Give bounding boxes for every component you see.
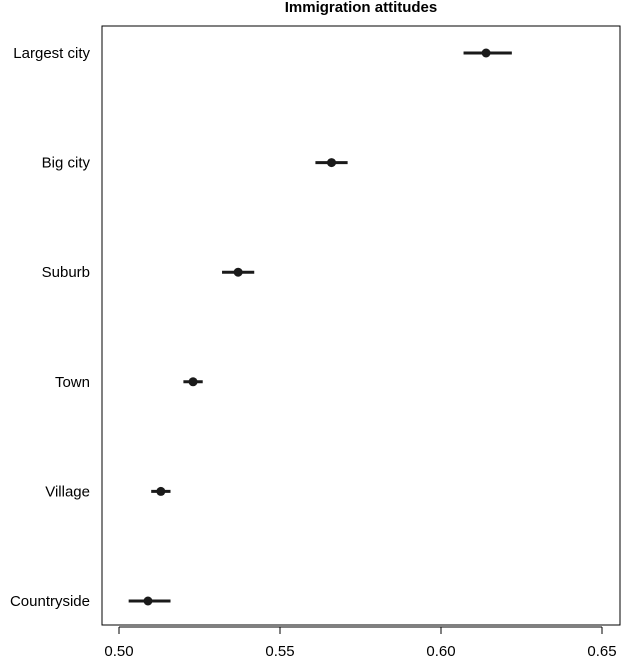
x-tick-label: 0.65 bbox=[587, 643, 616, 660]
point-estimate bbox=[156, 486, 166, 496]
category-labels: Largest city Big city Suburb Town Village Cou… bbox=[10, 45, 91, 610]
x-tick-label: 0.60 bbox=[426, 643, 455, 660]
category-label: Town bbox=[55, 374, 90, 391]
chart-title: Immigration attitudes bbox=[285, 0, 438, 16]
point-estimate bbox=[188, 377, 198, 387]
point-estimate bbox=[327, 158, 337, 168]
x-tick-label: 0.50 bbox=[104, 643, 133, 660]
data-marks bbox=[128, 48, 512, 606]
category-label: Countryside bbox=[10, 593, 90, 610]
plot-frame bbox=[101, 25, 621, 626]
category-label: Village bbox=[45, 483, 90, 500]
point-estimate bbox=[481, 48, 491, 58]
point-estimate bbox=[233, 267, 243, 277]
category-label: Largest city bbox=[13, 45, 90, 62]
x-tick-label: 0.55 bbox=[265, 643, 294, 660]
point-estimate bbox=[143, 596, 153, 606]
x-axis: 0.50 0.55 0.60 0.65 bbox=[104, 626, 617, 660]
category-label: Suburb bbox=[42, 264, 90, 281]
category-label: Big city bbox=[42, 155, 91, 172]
